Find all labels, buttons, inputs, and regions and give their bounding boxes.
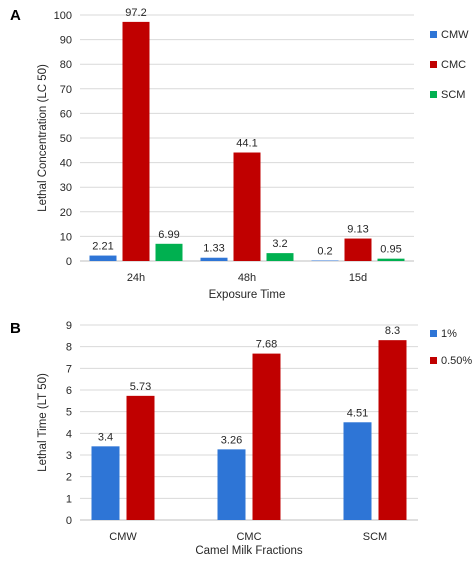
- chart-a: 0 10 20 30 40 50 60 70 80 90 100 24h 2.21 97.2 6.99 48h…: [37, 7, 469, 301]
- y-tick-label: 2: [66, 472, 72, 484]
- y-tick-label: 0: [66, 515, 72, 527]
- y-tick-label: 40: [60, 158, 72, 170]
- y-axis-title: Lethal Time (LT 50): [37, 373, 49, 472]
- data-label-cmw-24h: 2.21: [92, 241, 113, 253]
- legend-label-scm: SCM: [441, 89, 465, 101]
- bar-cmc-24h: [122, 21, 150, 261]
- bar-0-50-cmw: [126, 395, 155, 520]
- legend-swatch-cmw: [430, 31, 437, 38]
- y-tick-label: 80: [60, 59, 72, 71]
- y-tick-label: 0: [66, 256, 72, 268]
- data-label-scm-24h: 6.99: [158, 229, 179, 241]
- data-label-cmc-15d: 9.13: [347, 224, 368, 236]
- data-label-1-scm: 4.51: [347, 407, 368, 419]
- bar-0-50-scm: [378, 340, 407, 520]
- y-tick-label: 8: [66, 342, 72, 354]
- bar-1-cmw: [91, 446, 120, 520]
- bar-cmw-48h: [200, 257, 228, 261]
- legend-label-1: 1%: [441, 328, 457, 340]
- y-tick-label: 70: [60, 84, 72, 96]
- y-tick-label: 4: [66, 428, 72, 440]
- y-tick-label: 90: [60, 35, 72, 47]
- data-label-cmw-48h: 1.33: [203, 243, 224, 255]
- bar-cmw-24h: [89, 255, 117, 261]
- bar-scm-15d: [377, 258, 405, 261]
- x-tick-label-15d: 15d: [349, 272, 367, 284]
- x-tick-label-48h: 48h: [238, 272, 256, 284]
- x-tick-label-scm: SCM: [363, 531, 387, 543]
- x-axis-title: Exposure Time: [209, 289, 286, 301]
- y-tick-label: 6: [66, 385, 72, 397]
- data-label-scm-48h: 3.2: [272, 238, 287, 250]
- bar-scm-48h: [266, 253, 294, 261]
- chart-b: 0 1 2 3 4 5 6 7 8 9 CMW 3.4 5.73 CMC 3.26 7.68 SCM 4.51 8.…: [37, 320, 472, 557]
- x-tick-label-cmw: CMW: [109, 531, 137, 543]
- panel-a-letter: A: [10, 7, 21, 24]
- bar-1-cmc: [217, 449, 246, 520]
- data-label-0-50-cmw: 5.73: [130, 381, 151, 393]
- bar-cmc-15d: [344, 238, 372, 261]
- bar-scm-24h: [155, 243, 183, 261]
- legend-swatch-scm: [430, 91, 437, 98]
- legend-swatch-0-50: [430, 357, 437, 364]
- y-tick-label: 50: [60, 133, 72, 145]
- y-tick-label: 3: [66, 450, 72, 462]
- data-label-1-cmc: 3.26: [221, 434, 242, 446]
- data-label-0-50-cmc: 7.68: [256, 339, 277, 351]
- x-tick-label-24h: 24h: [127, 272, 145, 284]
- data-label-cmc-48h: 44.1: [236, 138, 257, 150]
- y-tick-label: 30: [60, 182, 72, 194]
- y-tick-label: 60: [60, 108, 72, 120]
- y-tick-label: 100: [54, 10, 72, 22]
- data-label-0-50-scm: 8.3: [385, 325, 400, 337]
- data-label-scm-15d: 0.95: [380, 244, 401, 256]
- x-axis-title: Camel Milk Fractions: [195, 545, 303, 557]
- bar-cmc-48h: [233, 152, 261, 261]
- legend-label-cmc: CMC: [441, 59, 466, 71]
- legend-swatch-cmc: [430, 61, 437, 68]
- data-label-cmw-15d: 0.2: [317, 246, 332, 258]
- x-tick-label-cmc: CMC: [236, 531, 261, 543]
- legend-label-0-50: 0.50%: [441, 355, 472, 367]
- legend-swatch-1: [430, 330, 437, 337]
- y-tick-label: 10: [60, 231, 72, 243]
- bar-1-scm: [343, 422, 372, 520]
- y-tick-label: 7: [66, 363, 72, 375]
- y-axis-title: Lethal Concentration (LC 50): [37, 64, 49, 212]
- legend-label-cmw: CMW: [441, 29, 469, 41]
- panel-b-letter: B: [10, 320, 21, 337]
- bar-0-50-cmc: [252, 353, 281, 520]
- y-tick-label: 1: [66, 493, 72, 505]
- data-label-cmc-24h: 97.2: [125, 7, 146, 19]
- data-label-1-cmw: 3.4: [98, 431, 113, 443]
- y-tick-label: 9: [66, 320, 72, 332]
- y-tick-label: 20: [60, 207, 72, 219]
- y-tick-label: 5: [66, 407, 72, 419]
